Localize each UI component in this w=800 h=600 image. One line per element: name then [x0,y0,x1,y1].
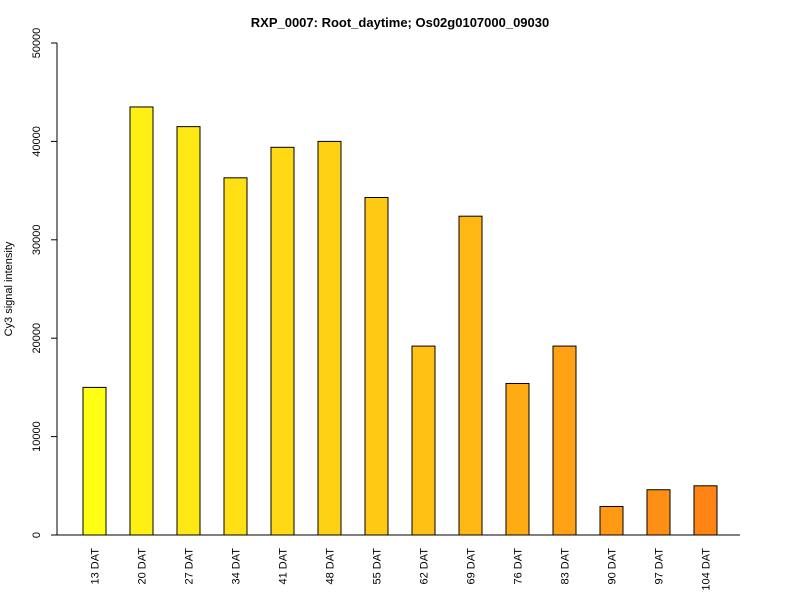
x-tick-label: 76 DAT [513,548,525,585]
x-tick-label: 41 DAT [278,548,290,585]
bar-41-dat [270,146,295,536]
x-tick-label: 97 DAT [654,548,666,585]
bar-34-dat [223,177,248,536]
y-tick-label: 0 [31,532,43,538]
bar-20-dat [129,106,154,536]
chart-title: RXP_0007: Root_daytime; Os02g0107000_090… [251,15,549,30]
x-tick-labels: 13 DAT 20 DAT 27 DAT 34 DAT 41 DAT 48 DAT 55 D… [90,548,713,591]
bar-69-dat [458,215,483,536]
bar-55-dat [364,196,389,536]
y-tick-label: 10000 [31,421,43,452]
x-tick-label: 55 DAT [372,548,384,585]
y-tick-label: 20000 [31,323,43,354]
x-tick-label: 104 DAT [701,548,713,591]
y-tick-label: 30000 [31,225,43,256]
bar-62-dat [411,345,436,536]
bar-97-dat [646,489,671,536]
x-tick-label: 62 DAT [419,548,431,585]
axes [51,42,740,536]
y-tick-labels: 0 10000 20000 30000 40000 50000 [31,28,43,538]
bar-76-dat [505,382,530,536]
y-axis-label: Cy3 signal intensity [3,241,15,336]
bar-48-dat [317,140,342,536]
bar-13-dat [82,386,107,536]
y-tick-label: 50000 [31,28,43,59]
x-tick-label: 83 DAT [560,548,572,585]
bars [82,106,718,536]
bar-83-dat [552,345,577,536]
x-tick-label: 48 DAT [325,548,337,585]
x-tick-label: 13 DAT [90,548,102,585]
x-tick-label: 90 DAT [607,548,619,585]
bar-90-dat [599,505,624,536]
x-tick-label: 20 DAT [137,548,149,585]
bar-104-dat [693,485,718,536]
y-tick-label: 40000 [31,126,43,157]
x-tick-label: 34 DAT [231,548,243,585]
x-tick-label: 27 DAT [184,548,196,585]
bar-27-dat [176,126,201,536]
x-tick-label: 69 DAT [466,548,478,585]
